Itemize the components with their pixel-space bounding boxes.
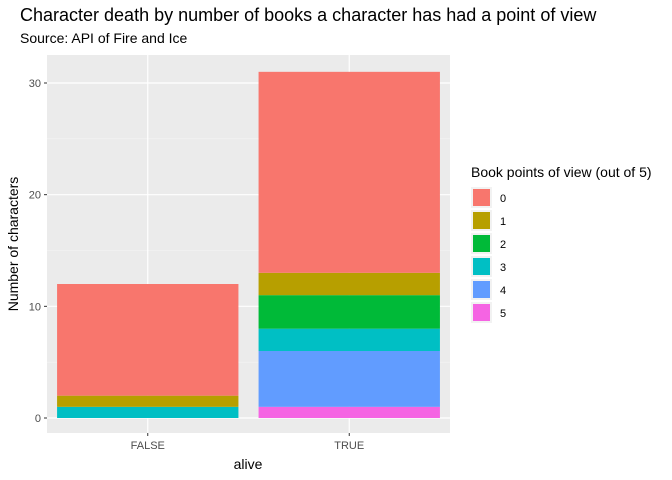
y-tick-label: 20 <box>29 190 41 202</box>
y-axis: 0 10 20 30 <box>29 78 47 425</box>
bars <box>57 71 440 418</box>
legend-label-3: 3 <box>500 262 506 274</box>
bar-segment-true-pov-0 <box>258 71 440 273</box>
legend: Book points of view (out of 5) 0 1 2 3 4 5 <box>471 164 652 323</box>
legend-items: 0 1 2 3 4 5 <box>471 187 506 323</box>
y-axis-title: Number of characters <box>5 177 21 312</box>
legend-label-4: 4 <box>500 285 506 297</box>
legend-key-5 <box>473 304 490 321</box>
legend-label-2: 2 <box>500 239 506 251</box>
legend-label-0: 0 <box>500 193 506 205</box>
x-tick-label: FALSE <box>131 440 165 452</box>
x-tick-label: TRUE <box>334 440 364 452</box>
legend-key-1 <box>473 212 490 229</box>
y-tick-label: 0 <box>35 413 41 425</box>
bar-segment-true-pov-2 <box>258 295 440 329</box>
chart-subtitle: Source: API of Fire and Ice <box>20 30 188 46</box>
bar-segment-true-pov-4 <box>258 351 440 407</box>
legend-label-5: 5 <box>500 308 506 320</box>
bar-segment-false-pov-0 <box>57 284 239 396</box>
chart-title: Character death by number of books a cha… <box>20 5 597 25</box>
legend-key-3 <box>473 258 490 275</box>
legend-label-1: 1 <box>500 216 506 228</box>
bar-segment-true-pov-5 <box>258 406 440 418</box>
y-tick-label: 10 <box>29 301 41 313</box>
bar-segment-true-pov-1 <box>258 272 440 296</box>
bar-segment-false-pov-3 <box>57 406 239 418</box>
legend-key-2 <box>473 235 490 252</box>
x-axis-title: alive <box>234 456 263 472</box>
legend-key-4 <box>473 281 490 298</box>
x-axis: FALSE TRUE <box>131 433 364 452</box>
legend-title: Book points of view (out of 5) <box>471 164 652 180</box>
bar-segment-true-pov-3 <box>258 328 440 351</box>
y-tick-label: 30 <box>29 78 41 90</box>
legend-key-0 <box>473 189 490 206</box>
plot-panel <box>47 55 450 433</box>
bar-segment-false-pov-1 <box>57 395 239 407</box>
